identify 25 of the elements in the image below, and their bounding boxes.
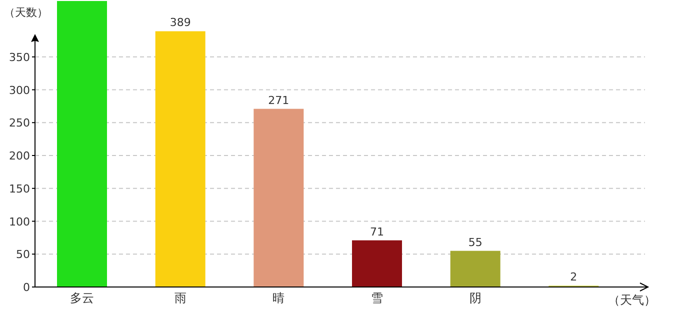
- x-tick-label: 晴: [272, 291, 285, 305]
- data-label: 71: [370, 225, 384, 238]
- x-tick-label: 雪: [371, 291, 383, 305]
- x-tick-label: 雨: [174, 291, 186, 305]
- x-tick-label: 多云: [70, 291, 94, 305]
- y-tick-label: 200: [9, 150, 30, 163]
- bar: [450, 250, 500, 287]
- y-axis-title: （天数）: [4, 6, 48, 19]
- bar: [155, 31, 206, 287]
- bar: [254, 108, 304, 287]
- x-tick-label: 阴: [469, 291, 482, 305]
- data-label: 271: [268, 94, 290, 107]
- y-tick-label: 150: [9, 182, 30, 196]
- bar: [352, 240, 402, 287]
- y-tick-label: 350: [9, 50, 30, 64]
- y-tick-label: 300: [9, 84, 30, 97]
- bar: [57, 1, 107, 287]
- data-label: 55: [468, 236, 482, 249]
- y-tick-label: 50: [16, 248, 30, 262]
- data-label: 389: [170, 16, 191, 30]
- y-tick-label: 0: [23, 281, 30, 294]
- x-axis-title: （天气）: [608, 293, 656, 307]
- y-tick-label: 250: [9, 116, 30, 130]
- y-tick-label: 100: [9, 215, 30, 228]
- data-label: 2: [570, 270, 578, 284]
